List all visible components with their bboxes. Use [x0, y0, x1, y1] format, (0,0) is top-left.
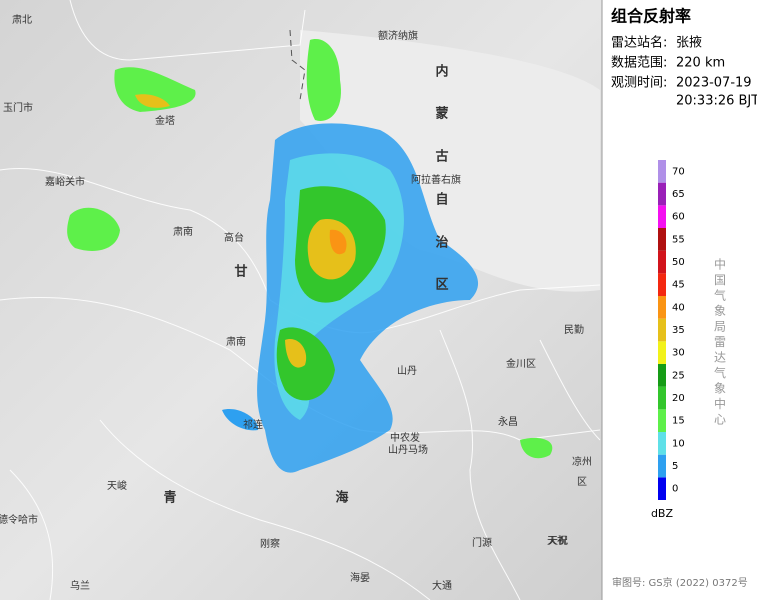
national-border [289, 29, 306, 101]
map-label: 门源 [472, 536, 492, 549]
legend-tick-label: 40 [672, 302, 685, 313]
map-label: 高台 [224, 231, 244, 244]
info-panel [602, 0, 757, 600]
legend-tick-label: 45 [672, 280, 685, 291]
credit-char: 中 [714, 396, 726, 411]
credit-char: 象 [714, 382, 726, 396]
credit-char: 中 [714, 257, 726, 272]
map-label: 治 [435, 235, 448, 251]
legend-swatch [658, 296, 666, 319]
map-label: 山丹马场 [388, 443, 428, 456]
map-label: 蒙 [435, 106, 448, 122]
legend-tick-label: 10 [672, 438, 685, 449]
map-label: 肃南 [226, 335, 246, 348]
legend-swatch [658, 364, 666, 387]
legend-tick-label: 55 [672, 234, 685, 245]
station-label: 雷达站名: [611, 35, 667, 51]
legend-tick-label: 65 [672, 189, 685, 200]
legend-tick-label: 50 [672, 257, 685, 268]
map-label: 中农发 [390, 431, 420, 444]
legend-tick-label: 0 [672, 484, 678, 495]
borders [0, 0, 600, 600]
map-label: 永昌 [498, 415, 518, 428]
desert [300, 30, 600, 292]
credit-char: 象 [714, 304, 726, 318]
legend-swatch [658, 205, 666, 228]
map-label: 玉门市 [3, 101, 33, 114]
credit-char: 雷 [714, 335, 726, 349]
footer: 审图号: GS京 (2022) 0372号 [612, 576, 748, 589]
legend-tick-label: 5 [672, 461, 678, 472]
radar-echo [67, 39, 553, 473]
map-label: 海晏 [350, 571, 370, 584]
credit-char: 达 [714, 351, 726, 365]
credit-char: 局 [714, 320, 726, 334]
legend-swatch [658, 250, 666, 274]
map-label: 德令哈市 [0, 513, 38, 526]
legend-swatch [658, 341, 666, 364]
map-label: 山丹 [397, 365, 417, 377]
credit-char: 气 [714, 365, 726, 380]
legend-swatch [658, 160, 666, 183]
legend-swatch [658, 182, 666, 206]
map-label: 肃南 [173, 225, 193, 238]
credit-char: 气 [714, 288, 726, 303]
map-label: 区 [577, 476, 587, 488]
legend-swatch [658, 409, 666, 432]
legend-swatch [658, 432, 666, 455]
map-label: 额济纳旗 [378, 29, 418, 42]
station: 张掖 [676, 36, 702, 51]
legend-tick-label: 30 [672, 348, 685, 359]
map-label: 金川区 [506, 357, 536, 370]
legend-swatch [658, 454, 666, 478]
map-label: 金塔 [155, 114, 175, 127]
date: 2023-07-19 [676, 76, 752, 91]
legend-unit: dBZ [651, 507, 674, 520]
legend-swatch [658, 318, 666, 342]
map-label: 青 [163, 490, 176, 506]
map-label: 自 [435, 192, 448, 208]
map-label: 祁连 [243, 418, 263, 431]
legend-swatch [658, 228, 666, 251]
map-label: 区 [435, 278, 448, 293]
map-label: 刚察 [260, 537, 280, 550]
map-label: 凉州 [572, 455, 592, 468]
legend-tick-label: 35 [672, 325, 685, 336]
panel-title: 组合反射率 [611, 7, 691, 26]
time-label: 观测时间: [611, 76, 667, 91]
legend-swatch [658, 477, 666, 500]
map-label: 嘉峪关市 [45, 175, 85, 188]
legend-swatch [658, 386, 666, 410]
map-label: 海 [335, 490, 348, 506]
map-label: 甘 [234, 264, 247, 280]
legend-tick-label: 15 [672, 416, 685, 427]
legend-tick-label: 70 [672, 166, 685, 177]
legend-swatch [658, 273, 666, 296]
map-label: 天峻 [107, 479, 127, 492]
legend-tick-label: 20 [672, 393, 685, 404]
map-label: 肃北 [12, 14, 32, 26]
map-label: 阿拉善右旗 [411, 173, 461, 186]
time: 20:33:26 BJT [676, 94, 757, 109]
credit-char: 国 [714, 273, 726, 287]
map-label: 乌兰 [70, 579, 90, 592]
range-label: 数据范围: [611, 56, 667, 71]
map-label: 天祝 [547, 534, 567, 547]
map-label: 古 [435, 149, 448, 165]
map-label: 民勤 [564, 323, 584, 336]
legend-tick-label: 60 [672, 212, 685, 223]
range: 220 km [676, 56, 725, 71]
credit-char: 心 [714, 413, 726, 427]
map-label: 天祝 [548, 534, 568, 547]
map-label: 内 [435, 64, 448, 80]
legend-tick-label: 25 [672, 370, 685, 381]
map-label: 大通 [432, 579, 452, 592]
